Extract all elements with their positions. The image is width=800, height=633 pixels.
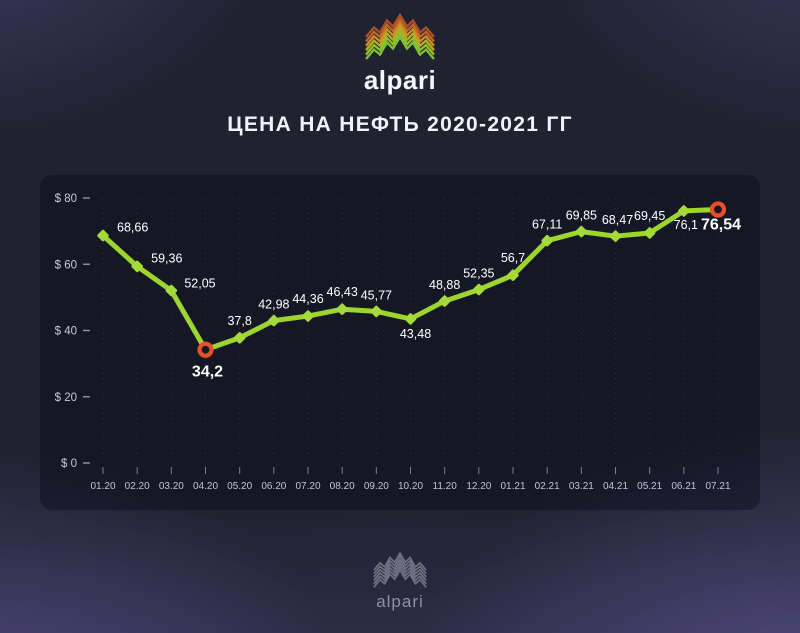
y-axis-tick-label: $ 20 [55, 392, 77, 404]
logo-stripe [365, 17, 435, 43]
point-value-label: 48,88 [429, 278, 460, 292]
point-marker [268, 314, 280, 327]
y-axis-tick-label: $ 80 [55, 193, 77, 205]
logo-stripe [373, 558, 427, 578]
point-marker [370, 305, 383, 318]
x-axis-tick-label: 03.21 [569, 481, 594, 492]
point-value-label: 59,36 [151, 251, 182, 265]
x-axis-tick-label: 03.20 [159, 481, 184, 492]
logo-stripe [365, 30, 435, 56]
price-chart-svg: $ 80 $ 60 $ 40 $ 20 $ 0 01.20 02.20 03.20 04.20 0… [55, 193, 742, 492]
point-marker [678, 205, 690, 217]
point-marker [575, 225, 588, 238]
point-marker [473, 283, 485, 296]
x-axis-tick-label: 05.20 [227, 481, 252, 492]
point-marker [507, 269, 519, 281]
y-axis-tick-label: $ 40 [55, 326, 77, 338]
point-marker [643, 227, 656, 239]
page-title: ЦЕНА НА НЕФТЬ 2020-2021 ГГ [227, 113, 573, 136]
point-value-label: 76,54 [701, 216, 741, 233]
point-marker [165, 284, 178, 297]
point-marker [302, 310, 314, 322]
x-axis-tick-label: 02.20 [125, 481, 150, 492]
logo-stripe [365, 34, 435, 60]
x-axis-tick-label: 04.21 [603, 481, 628, 492]
logo-stripe [373, 561, 427, 581]
point-marker [404, 313, 417, 325]
x-axis-tick-label: 02.21 [535, 481, 560, 492]
point-value-label: 52,35 [463, 267, 494, 281]
x-axis-tick-label: 12.20 [466, 481, 491, 492]
point-value-label: 44,36 [292, 292, 323, 306]
header-logo: alpari [0, 12, 800, 93]
point-value-label: 34,2 [192, 364, 223, 381]
alpari-logo-footer-icon [373, 551, 427, 588]
x-axis-tick-label: 06.21 [671, 481, 696, 492]
point-marker [97, 229, 109, 242]
logo-stripe [365, 25, 435, 51]
point-value-label: 76,1 [674, 218, 698, 232]
point-marker [438, 295, 451, 307]
point-value-label: 42,98 [258, 298, 289, 312]
logo-stripe [373, 565, 427, 585]
footer-logo: alpari [0, 551, 800, 610]
point-value-label: 69,45 [634, 209, 665, 223]
logo-stripe [365, 21, 435, 47]
x-axis-tick-label: 07.21 [705, 481, 730, 492]
y-axis-tick-label: $ 0 [61, 458, 77, 470]
point-value-label: 56,7 [501, 251, 525, 265]
x-axis-tick-label: 04.20 [193, 481, 218, 492]
point-marker [609, 230, 622, 242]
point-value-label: 43,48 [400, 327, 431, 341]
x-axis-tick-label: 05.21 [637, 481, 662, 492]
point-value-label: 67,11 [532, 218, 562, 232]
point-marker [233, 332, 246, 344]
point-marker [541, 234, 553, 247]
point-value-label: 37,8 [227, 314, 251, 328]
x-axis-tick-label: 06.20 [261, 481, 286, 492]
point-value-label: 68,47 [602, 213, 633, 227]
logo-stripe [373, 551, 427, 571]
x-axis-tick-label: 01.20 [90, 481, 115, 492]
highlight-point-marker [197, 341, 214, 358]
x-axis-tick-label: 11.20 [433, 481, 458, 492]
x-axis-tick-label: 10.20 [398, 481, 423, 492]
x-axis-tick-label: 07.20 [295, 481, 320, 492]
point-value-label: 68,66 [117, 221, 148, 235]
x-axis-tick-label: 01.21 [500, 481, 525, 492]
logo-stripe [373, 555, 427, 575]
footer-brand-name: alpari [376, 592, 424, 611]
point-value-label: 52,05 [184, 277, 215, 291]
alpari-logo-icon [365, 12, 435, 60]
y-axis-tick-label: $ 60 [55, 259, 77, 271]
point-marker [336, 303, 348, 315]
x-axis-tick-label: 08.20 [330, 481, 355, 492]
x-axis-tick-label: 09.20 [364, 481, 389, 492]
point-value-label: 69,85 [566, 209, 597, 223]
logo-stripe [373, 568, 427, 588]
point-value-label: 46,43 [327, 285, 358, 299]
point-marker [131, 260, 143, 273]
logo-stripe [365, 12, 435, 38]
highlight-point-marker [709, 201, 727, 218]
brand-name: alpari [363, 65, 437, 95]
chart-panel: $ 80 $ 60 $ 40 $ 20 $ 0 01.20 02.20 03.20 04.20 0… [40, 175, 760, 510]
point-value-label: 45,77 [361, 288, 392, 302]
